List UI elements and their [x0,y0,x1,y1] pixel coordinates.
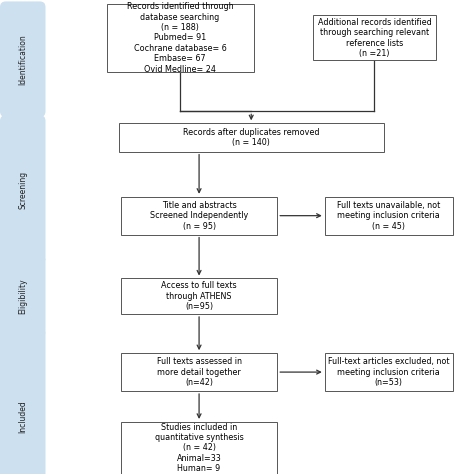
FancyBboxPatch shape [0,1,46,117]
Text: Access to full texts
through ATHENS
(n=95): Access to full texts through ATHENS (n=9… [161,282,237,311]
FancyBboxPatch shape [118,123,384,152]
FancyBboxPatch shape [325,353,453,391]
FancyBboxPatch shape [121,353,277,391]
Text: Eligibility: Eligibility [18,278,27,314]
FancyBboxPatch shape [0,115,46,264]
Text: Records after duplicates removed
(n = 140): Records after duplicates removed (n = 14… [183,128,319,147]
Text: Records identified through
database searching
(n = 188)
Pubmed= 91
Cochrane data: Records identified through database sear… [127,2,233,73]
FancyBboxPatch shape [121,422,277,474]
Text: Studies included in
quantitative synthesis
(n = 42)
Animal=33
Human= 9: Studies included in quantitative synthes… [155,423,244,473]
FancyBboxPatch shape [121,197,277,235]
Text: Full texts assessed in
more detail together
(n=42): Full texts assessed in more detail toget… [156,357,242,387]
FancyBboxPatch shape [313,15,436,61]
FancyBboxPatch shape [0,328,46,474]
Text: Additional records identified
through searching relevant
reference lists
(n =21): Additional records identified through se… [318,18,431,58]
Text: Included: Included [18,401,27,434]
Text: Title and abstracts
Screened Independently
(n = 95): Title and abstracts Screened Independent… [150,201,248,230]
Text: Full texts unavailable, not
meeting inclusion criteria
(n = 45): Full texts unavailable, not meeting incl… [337,201,440,230]
FancyBboxPatch shape [121,279,277,314]
Text: Full-text articles excluded, not
meeting inclusion criteria
(n=53): Full-text articles excluded, not meeting… [328,357,449,387]
FancyBboxPatch shape [325,197,453,235]
Text: Screening: Screening [18,171,27,209]
FancyBboxPatch shape [107,3,254,72]
FancyBboxPatch shape [0,255,46,337]
Text: Identification: Identification [18,34,27,85]
